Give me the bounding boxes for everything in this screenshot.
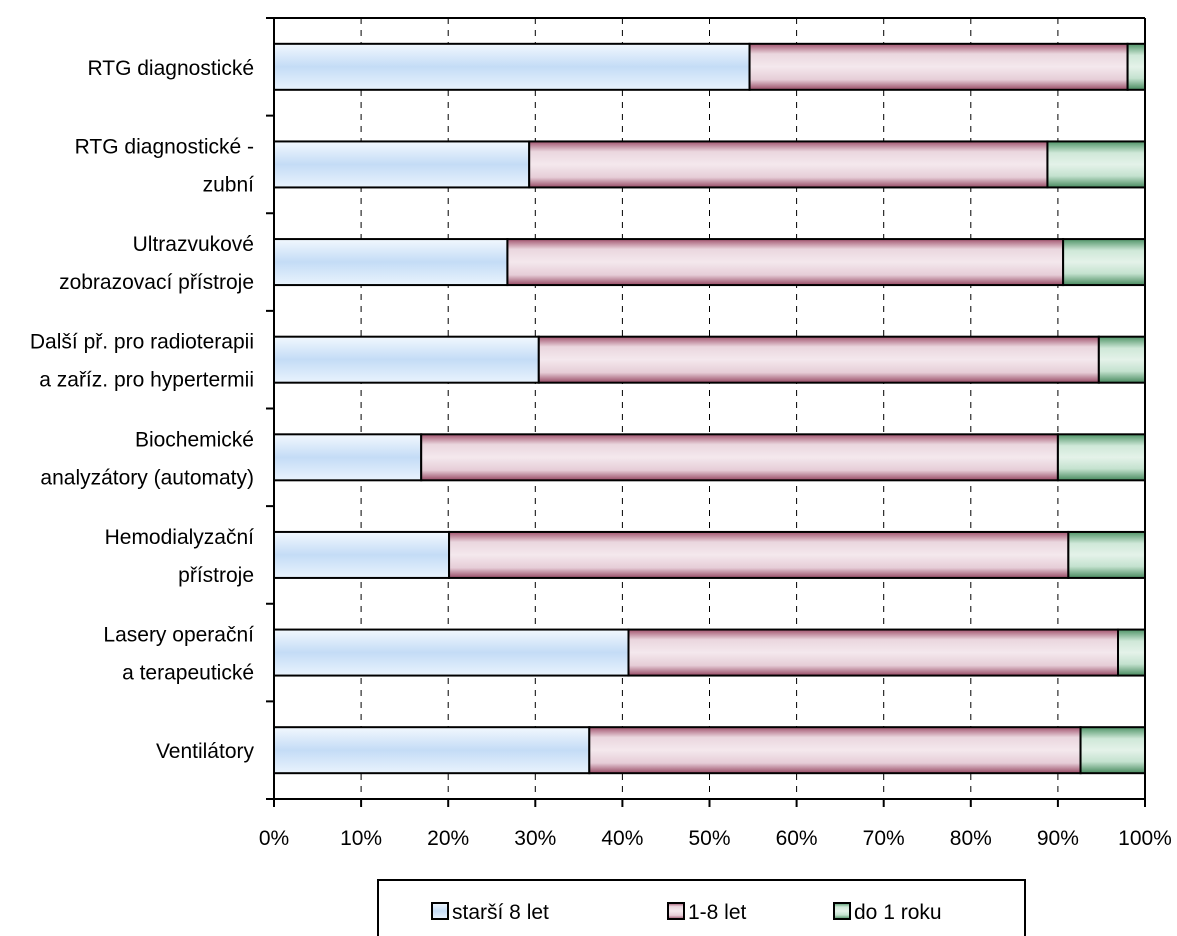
category-label: Další př. pro radioterapii a zaříz. pro h… [30,331,254,392]
bars [273,42,1147,775]
category-label: Lasery operační a terapeutické [103,624,254,685]
category-label: RTG diagnostické [87,57,254,80]
bar-1-8-let-6 [627,628,1119,677]
bar-1-8-let-3 [537,335,1100,384]
category-label: Biochemické analyzátory (automaty) [40,428,254,489]
x-tick-label: 30% [514,827,556,850]
x-tick-labels: 0% 10% 20% 30% 40% 50% 60% 70% 80% 90% 100% [259,827,1172,850]
category-label: Ultrazvukové zobrazovací přístroje [59,233,254,294]
bar-do-1-roku-4 [1056,433,1147,482]
bar-do-1-roku-0 [1126,42,1146,91]
x-tick-label: 70% [863,827,905,850]
category-label: RTG diagnostické -zubní [75,135,255,196]
bar-starší-8-let-2 [273,238,509,287]
bar-do-1-roku-6 [1116,628,1147,677]
x-tick-label: 100% [1118,827,1172,850]
bar-starší-8-let-1 [273,140,531,189]
bar-do-1-roku-5 [1067,530,1147,579]
category-label: Hemodialyzační přístroje [105,526,255,587]
x-tick-label: 50% [688,827,730,850]
category-label: Ventilátory [156,740,255,763]
x-tick-label: 10% [340,827,382,850]
bar-starší-8-let-7 [273,726,591,775]
bar-starší-8-let-0 [273,42,751,91]
x-tick-label: 80% [950,827,992,850]
x-tick-label: 90% [1037,827,1079,850]
bar-1-8-let-4 [420,433,1059,482]
legend-swatch-starší-8-let [431,902,449,920]
bar-1-8-let-0 [748,42,1129,91]
bar-1-8-let-7 [588,726,1082,775]
category-labels: RTG diagnostické RTG diagnostické -zubní U… [30,57,255,763]
x-tick-label: 60% [776,827,818,850]
x-tick-label: 40% [601,827,643,850]
x-tick-label: 20% [427,827,469,850]
bar-starší-8-let-5 [273,530,451,579]
bar-do-1-roku-1 [1046,140,1146,189]
legend-box [377,879,1026,936]
bar-1-8-let-1 [528,140,1049,189]
legend-swatch-1-8-let [667,902,685,920]
legend-label: 1-8 let [688,901,747,924]
bar-do-1-roku-3 [1097,335,1147,384]
legend-label: starší 8 let [452,901,549,924]
legend-swatch-do-1-roku [833,902,851,920]
gridlines [274,17,1146,799]
legend-label: do 1 roku [854,901,942,924]
legend: starší 8 let 1-8 let do 1 roku [377,879,1026,936]
bar-do-1-roku-7 [1079,726,1147,775]
bar-1-8-let-2 [506,238,1065,287]
axes [266,17,1146,807]
bar-do-1-roku-2 [1062,238,1146,287]
bar-starší-8-let-3 [273,335,540,384]
bar-starší-8-let-6 [273,628,630,677]
x-tick-label: 0% [259,827,289,850]
bar-1-8-let-5 [448,530,1070,579]
bar-starší-8-let-4 [273,433,423,482]
